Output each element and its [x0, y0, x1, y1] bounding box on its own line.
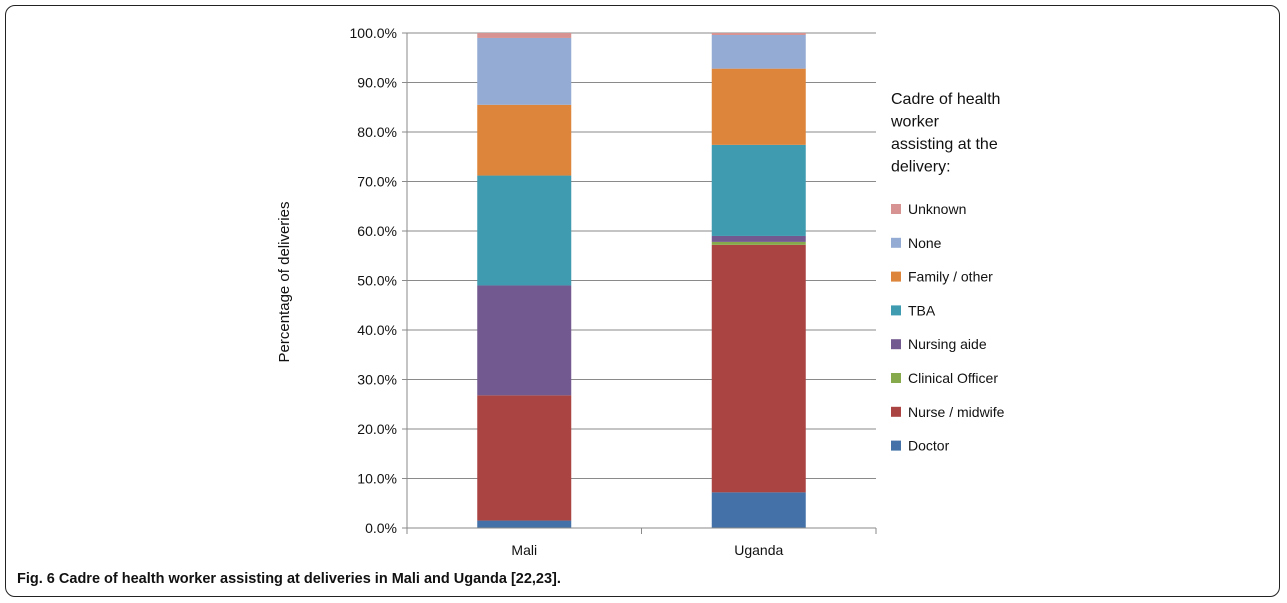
- y-tick-label: 10.0%: [357, 471, 397, 487]
- legend-title: delivery:: [891, 159, 951, 176]
- bar-segment: [477, 104, 572, 176]
- y-tick-label: 20.0%: [357, 421, 397, 437]
- y-tick-label: 0.0%: [365, 520, 397, 536]
- caption-label: Fig. 6: [17, 571, 55, 587]
- caption-text: Cadre of health worker assisting at deli…: [58, 571, 561, 587]
- y-tick-label: 50.0%: [357, 273, 397, 289]
- legend-swatch: [891, 373, 901, 383]
- legend-title: Cadre of health: [891, 91, 1000, 108]
- legend-swatch: [891, 406, 901, 417]
- y-tick-label: 80.0%: [357, 124, 397, 140]
- legend-label: Unknown: [908, 201, 966, 217]
- bar-segment: [711, 68, 806, 145]
- y-axis-title: Percentage of deliveries: [276, 202, 293, 363]
- legend-swatch: [891, 339, 901, 350]
- bar-segment: [711, 33, 806, 35]
- y-tick-label: 100.0%: [350, 25, 397, 41]
- x-axis: Mali Uganda: [406, 33, 877, 558]
- bar-segment: [477, 37, 572, 105]
- bar-segment: [711, 144, 806, 236]
- bar-segment: [477, 175, 572, 286]
- legend-title: assisting at the: [891, 136, 998, 153]
- y-tick-label: 60.0%: [357, 223, 397, 239]
- legend-swatch: [891, 271, 901, 282]
- legend-swatch: [891, 305, 901, 316]
- y-tick-label: 90.0%: [357, 75, 397, 91]
- legend-label: Nurse / midwife: [908, 404, 1005, 420]
- figure-caption: Fig. 6 Cadre of health worker assisting …: [17, 571, 561, 587]
- y-tick-label: 30.0%: [357, 372, 397, 388]
- legend-title: worker: [890, 114, 940, 131]
- legend: Cadre of health worker assisting at the del…: [890, 91, 1005, 454]
- bar-segment: [711, 492, 806, 528]
- y-tick-label: 70.0%: [357, 174, 397, 190]
- legend-swatch: [891, 204, 901, 214]
- legend-label: None: [908, 235, 942, 251]
- legend-label: Family / other: [908, 269, 993, 285]
- bar-segment: [711, 34, 806, 69]
- bar-segment: [711, 235, 806, 242]
- figure-frame: [5, 5, 1280, 597]
- bar-segment: [477, 520, 572, 528]
- bars: [477, 33, 806, 528]
- bar-segment: [711, 241, 806, 245]
- bar-segment: [477, 395, 572, 521]
- legend-swatch: [891, 237, 901, 248]
- bar-segment: [711, 244, 806, 493]
- legend-label: Doctor: [908, 438, 950, 454]
- legend-swatch: [891, 440, 901, 451]
- bar-segment: [477, 33, 572, 38]
- y-axis-ticks: 0.0% 10.0% 20.0% 30.0% 40.0% 50.0% 60.0% 70.0% 8…: [350, 25, 407, 536]
- x-tick-label: Uganda: [734, 542, 783, 558]
- legend-label: Nursing aide: [908, 336, 987, 352]
- y-tick-label: 40.0%: [357, 322, 397, 338]
- legend-label: TBA: [908, 302, 936, 318]
- bar-segment: [477, 285, 572, 396]
- x-tick-label: Mali: [511, 542, 537, 558]
- legend-label: Clinical Officer: [908, 370, 998, 386]
